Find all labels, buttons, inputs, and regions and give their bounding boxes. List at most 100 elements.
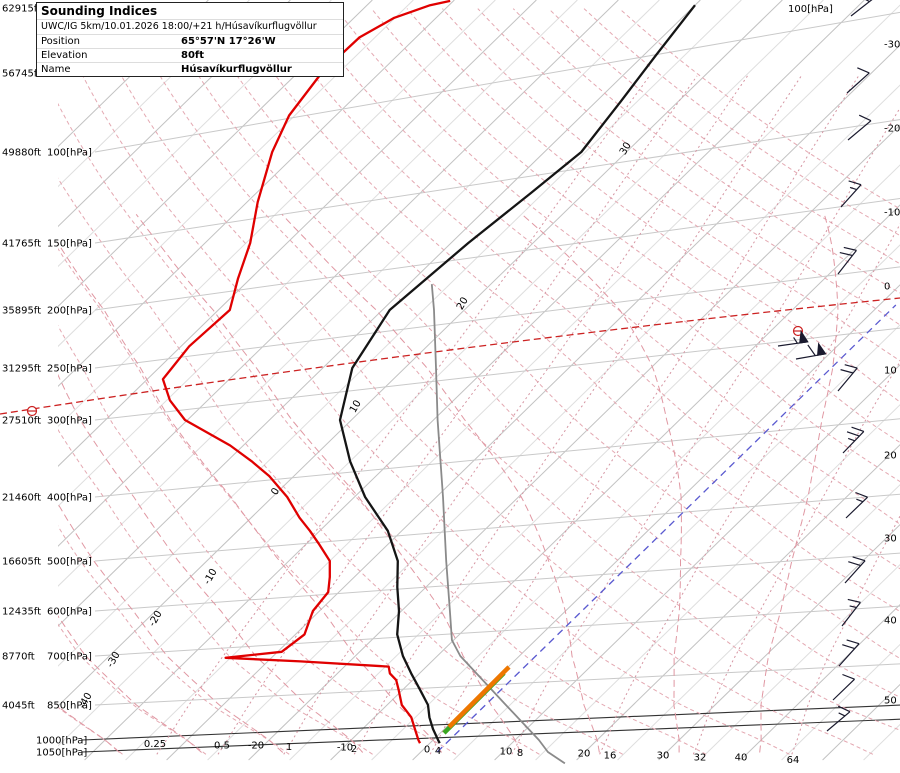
mixing-ratio-line xyxy=(791,515,900,755)
dry-adiabat-line xyxy=(512,8,900,294)
bottom-temperature-label: 0 xyxy=(424,745,430,756)
pressure-label: 1050[hPa] xyxy=(36,748,87,759)
altitude-label: 35895ft xyxy=(2,306,41,317)
temperature-label: 50 xyxy=(884,696,897,707)
blue-isotherm-line xyxy=(436,304,897,753)
isobar-line xyxy=(94,663,900,706)
dry-adiabat-line xyxy=(58,102,707,755)
mixing-ratio-line xyxy=(599,223,900,755)
isotherm-line xyxy=(84,0,865,761)
moist-adiabat-line xyxy=(58,242,443,753)
moist-adiabat-line xyxy=(281,213,600,753)
isobar-line xyxy=(94,418,900,498)
temperature-label: 10 xyxy=(884,366,897,377)
pressure-label: 600[hPa] xyxy=(47,607,92,618)
tropopause-marker xyxy=(792,325,804,337)
isotherm-line xyxy=(58,0,291,228)
isotherm-line xyxy=(58,0,701,627)
altitude-label: 4045ft xyxy=(2,701,35,712)
tropopause-marker xyxy=(26,405,38,417)
dry-adiabat-line xyxy=(58,247,540,755)
isotherm-line xyxy=(740,603,900,761)
rotated-grid-label: 0 xyxy=(269,486,282,497)
axis-labels: 62915ft 56745ft 49880ft 41765ft 35895ft 31295… xyxy=(2,4,900,766)
mixing-ratio-line xyxy=(156,75,650,755)
bottom-temperature-label: 10 xyxy=(500,747,513,758)
panel-row-position: Position 65°57'N 17°26'W xyxy=(37,35,343,49)
dry-adiabat-line xyxy=(58,525,290,755)
isotherm-line xyxy=(58,0,537,467)
altitude-label: 12435ft xyxy=(2,607,41,618)
isobar-line xyxy=(94,11,900,153)
isotherm-line xyxy=(412,284,900,761)
panel-title: Sounding Indices xyxy=(37,3,343,20)
isotherm-line xyxy=(125,4,900,761)
pressure-label: 100[hPa] xyxy=(47,148,92,159)
dry-adiabat-line xyxy=(58,324,457,755)
isobar-line xyxy=(81,718,900,753)
dry-adiabat-line xyxy=(58,428,373,755)
isotherm-line xyxy=(58,0,578,507)
mixing-ratio-label: 16 xyxy=(604,750,617,761)
rotated-grid-label: 20 xyxy=(455,295,471,312)
mixing-ratio-line xyxy=(283,75,748,755)
dry-adiabat-line xyxy=(371,8,900,444)
temperature-label: 0 xyxy=(884,282,890,293)
isobar-line xyxy=(94,493,900,562)
rotated-grid-label: 30 xyxy=(618,140,634,157)
pressure-label: 850[hPa] xyxy=(47,701,92,712)
pressure-label: 400[hPa] xyxy=(47,493,92,504)
temperature-label: 40 xyxy=(884,616,897,627)
pressure-label: 200[hPa] xyxy=(47,306,92,317)
isotherm-line xyxy=(494,364,900,761)
dry-adiabat-line xyxy=(87,8,874,755)
isotherm-line xyxy=(58,0,332,268)
isotherm-line xyxy=(58,0,783,707)
temperature-label: -20 xyxy=(884,124,900,135)
temperature-curve xyxy=(338,4,696,744)
isotherm-line xyxy=(58,0,250,188)
reference-line-curve xyxy=(430,284,566,765)
sounding-indices-panel: Sounding Indices UWC/IG 5km/10.01.2026 1… xyxy=(36,2,344,77)
isotherm-line xyxy=(248,124,900,761)
isotherm-line xyxy=(617,484,900,761)
temperature-label: -10 xyxy=(884,208,900,219)
isobar-line xyxy=(81,704,900,741)
moist-adiabat-line xyxy=(135,214,521,753)
dry-adiabat-line xyxy=(406,8,900,403)
mixing-ratio-label: 4 xyxy=(435,746,441,757)
dry-adiabat-line xyxy=(300,8,900,525)
mixing-ratio-label: 64 xyxy=(787,755,800,766)
row-value-elevation: 80ft xyxy=(181,50,205,61)
isotherm-line xyxy=(535,404,900,761)
dry-adiabat-line xyxy=(619,8,900,210)
mixing-ratio-line xyxy=(353,75,802,755)
temperature-label: 30 xyxy=(884,534,897,545)
isotherm-line xyxy=(58,0,660,587)
dry-adiabat-line xyxy=(58,623,207,755)
dry-adiabat-line xyxy=(335,8,900,483)
row-label-elevation: Elevation xyxy=(41,50,88,61)
panel-row-elevation: Elevation 80ft xyxy=(37,49,343,63)
isotherm-line xyxy=(207,84,900,761)
mixing-ratio-label: 0.25 xyxy=(144,739,166,750)
moist-adiabat-line xyxy=(759,214,839,753)
isobar-line xyxy=(94,552,900,612)
bottom-temperature-label: 40 xyxy=(735,753,748,764)
isotherm-line xyxy=(699,563,900,761)
isobar-line xyxy=(94,605,900,657)
altitude-label: 41765ft xyxy=(2,239,41,250)
dry-adiabat-line xyxy=(0,670,39,754)
panel-row-name: Name Húsavíkurflugvöllur xyxy=(37,63,343,76)
isotherm-line xyxy=(863,723,900,761)
moist-adiabat-line xyxy=(58,502,284,753)
panel-subtitle: UWC/IG 5km/10.01.2026 18:00/+21 h/Húsaví… xyxy=(37,20,343,35)
tropopause-line xyxy=(0,297,900,415)
dry-adiabat-line xyxy=(158,8,900,698)
wind-barbs xyxy=(777,0,873,732)
temperature-label: -30 xyxy=(884,40,900,51)
mixing-ratio-label: 32 xyxy=(694,753,707,764)
